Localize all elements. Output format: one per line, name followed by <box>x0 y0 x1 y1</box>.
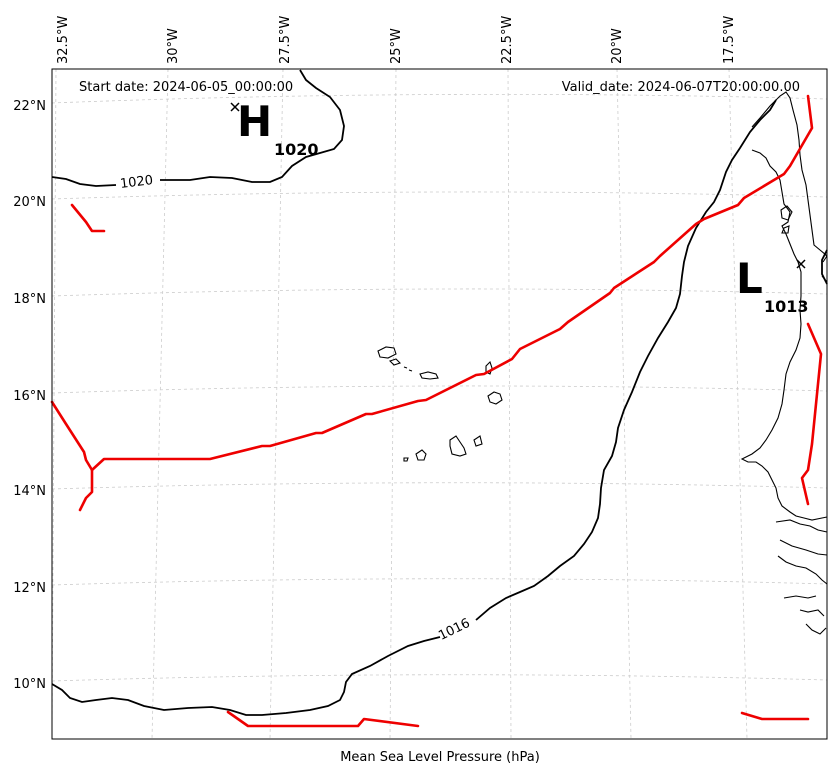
gridline-lon-27-5 <box>269 68 284 740</box>
cape-verde-islands <box>377 346 503 462</box>
lat-tick-label: 20°N <box>13 195 46 210</box>
gridline-lon-25 <box>389 68 397 740</box>
high-letter: H <box>237 97 272 146</box>
isobar-low-edge <box>821 249 828 285</box>
gridline-lat-22 <box>51 93 828 104</box>
gridline-lon-30 <box>151 68 169 740</box>
low-center-cross-icon <box>796 259 806 269</box>
lon-tick-label: 30°W <box>166 28 181 64</box>
start-date-label: Start date: 2024-06-05_00:00:00 <box>79 80 293 95</box>
front-south <box>226 710 420 728</box>
lat-tick-labels: 22°N 20°N 18°N 16°N 14°N 12°N 10°N <box>13 99 46 692</box>
valid-date-label: Valid_date: 2024-06-07T20:00:00.00 <box>562 80 800 95</box>
graticule <box>51 68 828 740</box>
lon-tick-label: 25°W <box>389 28 404 64</box>
gridline-lon-32-5 <box>51 68 57 740</box>
isobars <box>51 69 828 716</box>
map-caption: Mean Sea Level Pressure (hPa) <box>340 750 540 765</box>
isobar-1016 <box>51 99 777 716</box>
front-east <box>800 322 823 506</box>
island-maio <box>473 435 483 447</box>
island-santo-antao <box>377 346 397 359</box>
lon-tick-labels: 32.5°W 30°W 27.5°W 25°W 22.5°W 20°W 17.5… <box>56 16 737 64</box>
isobar-label-1020: 1020 <box>119 173 154 192</box>
front-southeast <box>740 711 810 721</box>
coastline-africa <box>740 91 828 635</box>
lon-tick-label: 22.5°W <box>500 16 515 64</box>
gridline-lat-18 <box>51 288 828 297</box>
lat-tick-label: 18°N <box>13 292 46 307</box>
front-northwest <box>70 203 106 233</box>
lat-tick-label: 16°N <box>13 389 46 404</box>
island-sao-vicente <box>388 358 402 366</box>
gridline-lat-16 <box>51 385 828 394</box>
lon-tick-label: 27.5°W <box>278 16 293 64</box>
lon-tick-label: 17.5°W <box>722 16 737 64</box>
lon-tick-label: 20°W <box>610 28 625 64</box>
lat-tick-label: 12°N <box>13 581 46 596</box>
lat-tick-label: 14°N <box>13 484 46 499</box>
high-center-cross-icon <box>230 102 240 112</box>
lon-tick-label: 32.5°W <box>56 16 71 64</box>
island-santiago <box>449 435 467 457</box>
gridline-lon-17-5 <box>728 68 748 740</box>
coast-islands-banc-arguin <box>780 205 793 234</box>
high-value: 1020 <box>274 140 319 159</box>
map-frame <box>51 68 828 740</box>
lat-tick-label: 10°N <box>13 677 46 692</box>
gridline-lat-10 <box>51 674 828 682</box>
island-sao-nicolau <box>419 371 439 380</box>
island-fogo <box>415 449 427 461</box>
gridline-lat-14 <box>51 482 828 490</box>
coast-guinea-bissau-guinea <box>775 519 828 635</box>
gridline-lat-12 <box>51 578 828 586</box>
low-value: 1013 <box>764 297 809 316</box>
lat-tick-label: 22°N <box>13 99 46 114</box>
low-pressure-center: L 1013 <box>736 254 809 316</box>
coast-mauritania-senegal <box>740 149 828 521</box>
low-letter: L <box>736 254 763 303</box>
front-main <box>90 94 814 472</box>
island-boa-vista <box>487 391 503 405</box>
fronts <box>50 94 823 728</box>
island-santa-luzia <box>403 366 413 372</box>
gridline-lat-20 <box>51 191 828 200</box>
isobar-1020-north <box>51 69 345 187</box>
gridline-lon-20 <box>616 68 632 740</box>
front-west-cold <box>50 400 94 512</box>
coast-western-sahara-mauritania <box>751 91 828 259</box>
high-pressure-center: H 1020 <box>230 97 319 159</box>
gridline-lon-22-5 <box>507 68 512 740</box>
island-brava <box>403 457 409 462</box>
